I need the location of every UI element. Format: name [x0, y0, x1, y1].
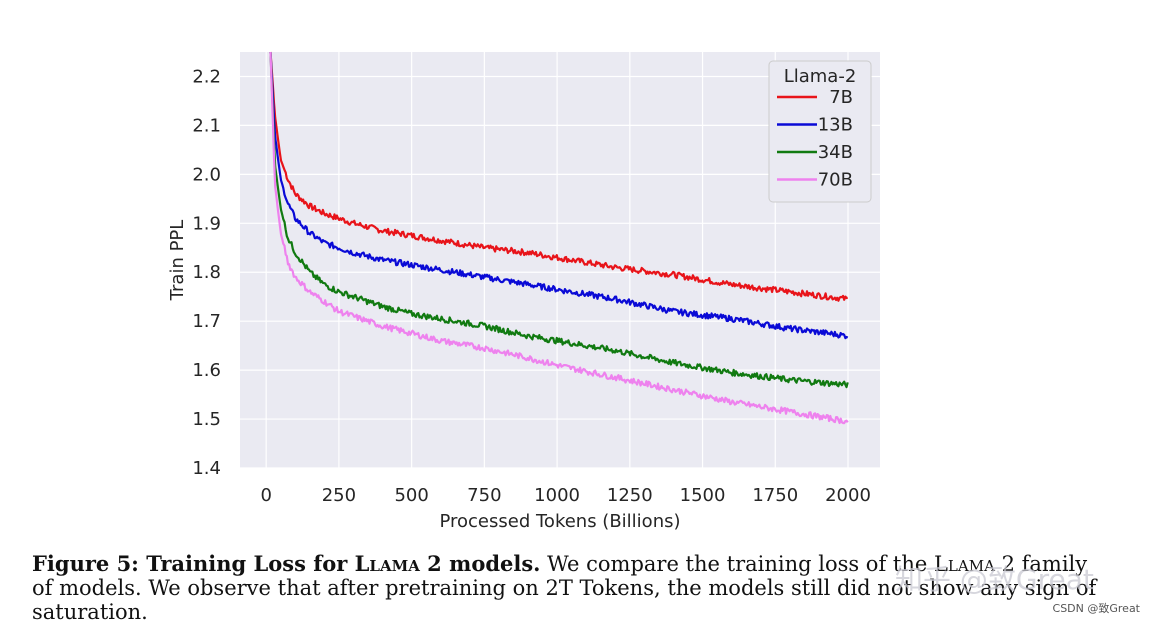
caption-label: Figure 5: Training Loss for: [32, 551, 355, 576]
legend: Llama-2 7B 13B 34B 70B: [768, 60, 872, 203]
caption-label-model: Llama 2: [354, 551, 442, 576]
y-tick-labels: 1.4 1.5 1.6 1.7 1.8 1.9 2.0 2.1 2.2: [192, 66, 221, 479]
caption-label-end: models.: [441, 551, 541, 576]
credit-text: CSDN @致Great: [1052, 602, 1140, 615]
legend-label-7B: 7B: [829, 87, 853, 108]
x-tick-label: 1500: [680, 485, 726, 506]
x-tick-label: 750: [467, 485, 501, 506]
x-tick-label: 1000: [534, 485, 580, 506]
legend-label-34B: 34B: [818, 142, 853, 163]
x-tick-label: 1750: [752, 485, 798, 506]
legend-label-13B: 13B: [818, 115, 853, 136]
figure-caption: Figure 5: Training Loss for Llama 2 mode…: [32, 552, 1112, 624]
caption-text-2: family of models. We observe that after …: [32, 552, 1097, 624]
y-tick-label: 1.5: [192, 409, 221, 430]
y-tick-label: 2.1: [192, 115, 221, 136]
series-lines: [269, 51, 849, 425]
loss-chart: 0 250 500 750 1000 1250 1500 1750 2000 1.4 1.5 1.6…: [167, 51, 880, 532]
legend-title: Llama-2: [784, 66, 857, 87]
series-line-34B: [269, 51, 849, 389]
y-tick-label: 1.4: [192, 458, 221, 479]
y-tick-label: 1.6: [192, 360, 221, 381]
series-line-70B: [269, 51, 849, 425]
x-tick-label: 2000: [825, 485, 871, 506]
series-line-7B: [269, 51, 848, 302]
y-tick-label: 1.8: [192, 262, 221, 283]
caption-text-1: We compare the training loss of the: [540, 552, 934, 576]
caption-text-model: Llama 2: [933, 552, 1015, 576]
legend-label-70B: 70B: [818, 170, 853, 191]
y-tick-label: 1.7: [192, 311, 221, 332]
x-tick-label: 0: [260, 485, 271, 506]
series-line-13B: [269, 51, 849, 340]
y-tick-label: 1.9: [192, 213, 221, 234]
x-tick-labels: 0 250 500 750 1000 1250 1500 1750 2000: [260, 485, 870, 506]
x-axis-label: Processed Tokens (Billions): [439, 511, 680, 532]
x-tick-label: 250: [322, 485, 356, 506]
y-tick-label: 2.2: [192, 66, 221, 87]
y-tick-label: 2.0: [192, 164, 221, 185]
x-tick-label: 1250: [607, 485, 653, 506]
y-axis-label: Train PPL: [167, 220, 188, 302]
x-tick-label: 500: [394, 485, 428, 506]
watermark: 知乎 @致Great: [895, 563, 1094, 596]
